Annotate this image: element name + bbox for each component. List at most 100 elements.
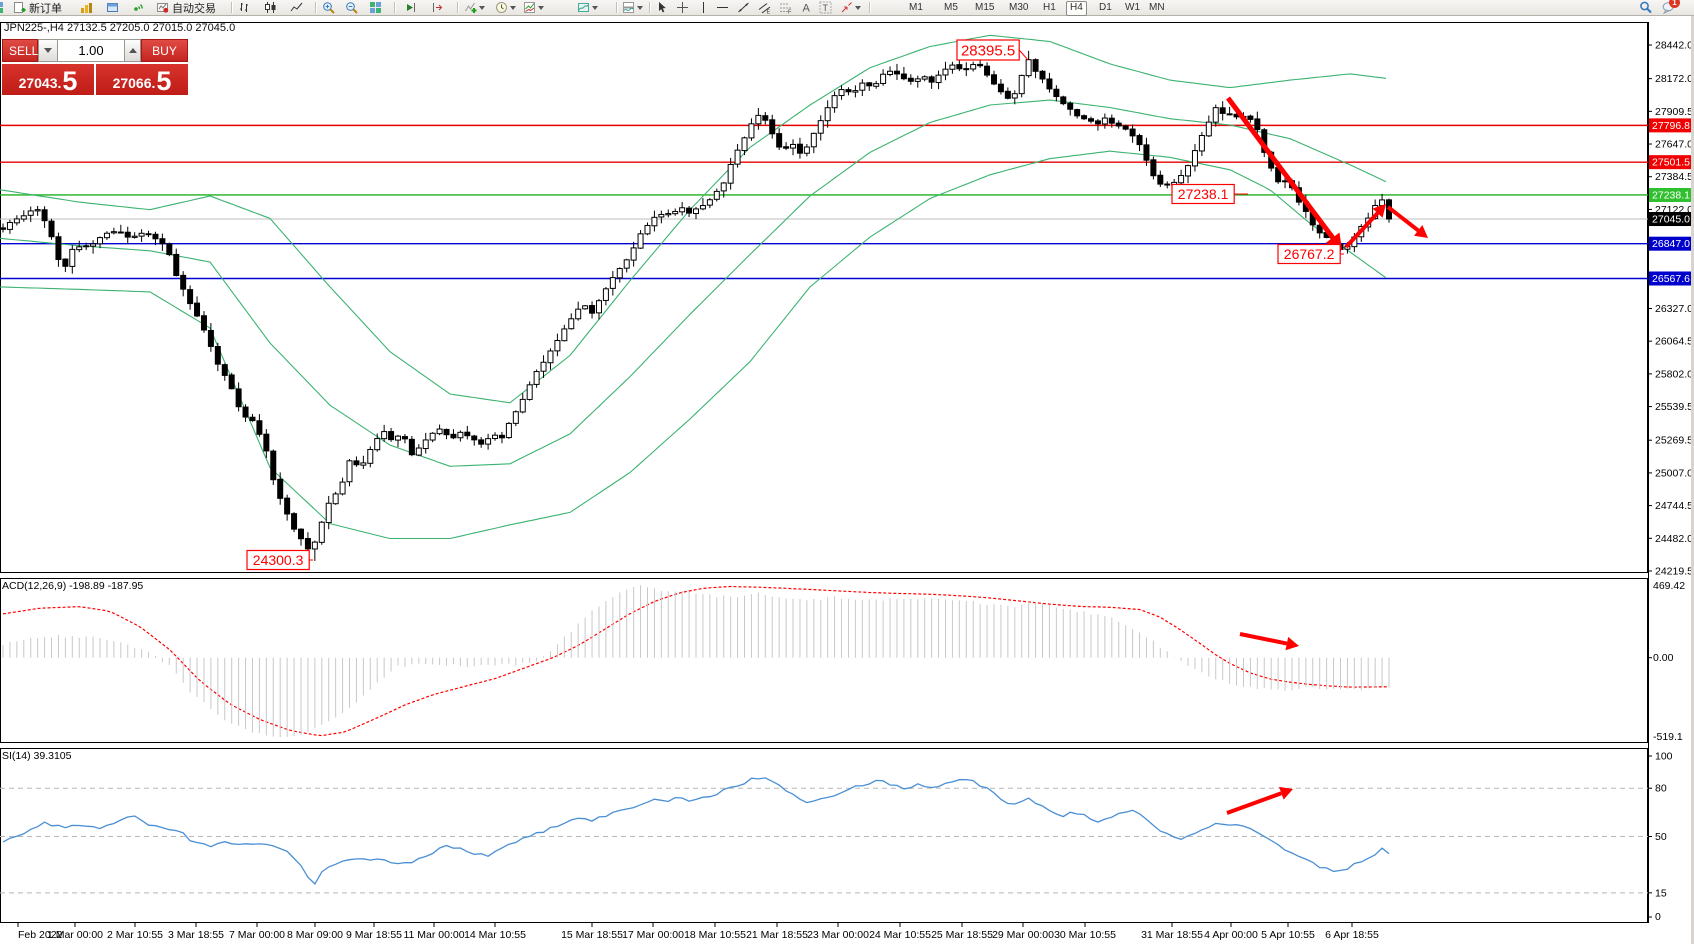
new-order-button-label: 新订单: [29, 2, 62, 15]
sell-price-int: 27043.: [18, 75, 62, 91]
cut-left-icon[interactable]: [0, 0, 4, 15]
svg-text:11 Mar 00:00: 11 Mar 00:00: [403, 929, 464, 941]
fibonacci-tool-icon: F: [779, 1, 792, 14]
cursor-tool[interactable]: [655, 0, 668, 15]
bar-chart-icon[interactable]: [238, 0, 251, 15]
dropdown-caret-icon[interactable]: [637, 5, 643, 10]
timeframe-h4[interactable]: H4: [1066, 1, 1087, 16]
toolbar-separator: [315, 2, 317, 13]
svg-text:26767.2: 26767.2: [1284, 246, 1335, 262]
timeframe-m1[interactable]: M1: [909, 2, 923, 13]
horizontal-line-tool-icon: [716, 1, 729, 14]
svg-text:26327.0: 26327.0: [1655, 303, 1693, 315]
svg-text:18 Mar 10:55: 18 Mar 10:55: [684, 929, 746, 941]
svg-text:4 Apr 00:00: 4 Apr 00:00: [1204, 929, 1258, 941]
volume-increase-button[interactable]: [124, 39, 141, 62]
dropdown-caret-icon[interactable]: [510, 5, 516, 10]
timeframe-m30[interactable]: M30: [1009, 2, 1029, 13]
label-tool[interactable]: T: [819, 0, 832, 15]
toolbar-separator: [616, 2, 618, 13]
svg-text:27909.5: 27909.5: [1655, 106, 1693, 118]
trend-arrows[interactable]: [1225, 96, 1428, 815]
crosshair-tool[interactable]: [676, 0, 689, 15]
macd-signal-line: [2, 585, 1390, 737]
svg-text:T: T: [823, 3, 829, 13]
chart-list-icon[interactable]: [80, 0, 93, 15]
tile-windows-icon[interactable]: [369, 0, 382, 15]
sell-button[interactable]: SELL: [2, 39, 38, 62]
timeframe-m5[interactable]: M5: [944, 2, 958, 13]
svg-text:28442.0: 28442.0: [1655, 40, 1693, 52]
svg-text:26847.0: 26847.0: [1652, 238, 1690, 250]
buy-price-int: 27066.: [112, 75, 156, 91]
channel-tool[interactable]: E: [758, 0, 771, 15]
line-chart-icon[interactable]: [290, 0, 303, 15]
horizontal-line-tool[interactable]: [716, 0, 729, 15]
zoom-in-icon-icon: [322, 1, 335, 14]
price-level-labels[interactable]: 28395.5 27238.1 26767.2 24300.3: [246, 39, 1344, 571]
profiles-button[interactable]: [577, 0, 598, 15]
cursor-tool-icon: [655, 1, 668, 14]
signal-icon-icon: [131, 1, 144, 14]
zoom-out-icon[interactable]: [345, 0, 358, 15]
timeframe-d1[interactable]: D1: [1099, 2, 1112, 13]
symbol-ohlc-header: JPN225-,H4 27132.5 27205.0 27015.0 27045…: [4, 22, 236, 34]
buy-price-display[interactable]: 27066. 5: [96, 64, 188, 95]
svg-text:21 Mar 18:55: 21 Mar 18:55: [746, 929, 808, 941]
svg-text:31 Mar 18:55: 31 Mar 18:55: [1141, 929, 1203, 941]
market-depth-icon-icon: [106, 1, 119, 14]
svg-text:3 Mar 18:55: 3 Mar 18:55: [168, 929, 224, 941]
svg-text:28395.5: 28395.5: [961, 42, 1015, 59]
chart-list-icon-icon: [80, 1, 93, 14]
bollinger-middle-band: [0, 99, 1387, 467]
volume-input[interactable]: [58, 39, 124, 62]
horizontal-level-lines[interactable]: [0, 124, 1648, 280]
indicator-window-button[interactable]: [622, 0, 643, 15]
notifications-icon[interactable]: 1: [1662, 0, 1680, 15]
svg-text:24482.0: 24482.0: [1655, 533, 1693, 545]
candlestick-chart-icon[interactable]: [264, 0, 277, 15]
channel-tool-icon: E: [758, 1, 771, 14]
trendline-tool[interactable]: [737, 0, 750, 15]
svg-text:2 Mar 10:55: 2 Mar 10:55: [107, 929, 163, 941]
dropdown-caret-icon[interactable]: [538, 5, 544, 10]
dropdown-caret-icon[interactable]: [855, 5, 861, 10]
svg-text:9 Mar 18:55: 9 Mar 18:55: [346, 929, 402, 941]
timeframe-w1[interactable]: W1: [1125, 2, 1140, 13]
text-tool-icon: A: [800, 1, 813, 15]
svg-text:7 Mar 00:00: 7 Mar 00:00: [229, 929, 285, 941]
timeframe-h1[interactable]: H1: [1043, 2, 1056, 13]
search-icon[interactable]: [1639, 0, 1652, 15]
buy-button[interactable]: BUY: [141, 39, 188, 62]
arrows-tool[interactable]: [840, 0, 861, 15]
svg-text:5 Apr 10:55: 5 Apr 10:55: [1261, 929, 1315, 941]
toolbar-separator: [231, 2, 233, 13]
dropdown-caret-icon[interactable]: [592, 5, 598, 10]
fibonacci-tool[interactable]: F: [779, 0, 792, 15]
templates-button[interactable]: [523, 0, 544, 15]
market-depth-icon[interactable]: [106, 0, 119, 15]
auto-scroll-icon[interactable]: [404, 0, 417, 15]
zoom-in-icon[interactable]: [322, 0, 335, 15]
dropdown-caret-icon[interactable]: [479, 5, 485, 10]
svg-text:469.42: 469.42: [1653, 580, 1685, 592]
indicators-button[interactable]: [464, 0, 485, 15]
bollinger-upper-band: [0, 34, 1387, 404]
svg-text:17 Mar 00:00: 17 Mar 00:00: [622, 929, 684, 941]
svg-text:29 Mar 00:00: 29 Mar 00:00: [992, 929, 1054, 941]
chart-shift-icon[interactable]: [431, 0, 444, 15]
new-order-button[interactable]: 新订单: [13, 0, 62, 15]
vertical-line-tool[interactable]: [697, 0, 710, 15]
svg-text:100: 100: [1655, 751, 1673, 763]
periods-button[interactable]: [495, 0, 516, 15]
timeframe-mn[interactable]: MN: [1149, 2, 1165, 13]
signal-icon[interactable]: [131, 0, 144, 15]
volume-decrease-button[interactable]: [38, 39, 58, 62]
sell-price-display[interactable]: 27043. 5: [2, 64, 94, 95]
autotrading-button[interactable]: 自动交易: [156, 0, 216, 15]
text-tool[interactable]: A: [800, 0, 813, 15]
macd-panel: ACD(12,26,9) -198.89 -187.95 469.42 0.00 -5…: [2, 580, 1685, 743]
timeframe-m15[interactable]: M15: [975, 2, 995, 13]
